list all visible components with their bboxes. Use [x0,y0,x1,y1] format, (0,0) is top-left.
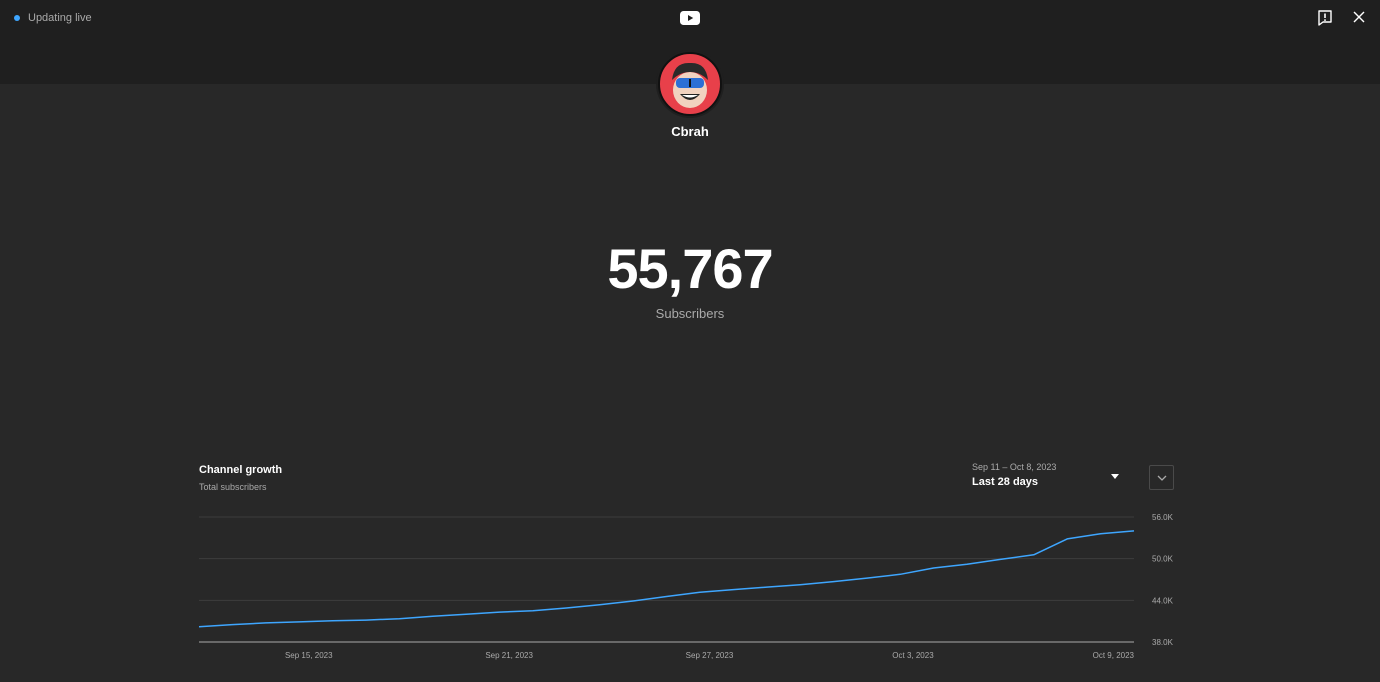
live-status-text: Updating live [28,12,92,24]
live-indicator-dot [14,15,20,21]
chart-subtitle: Total subscribers [199,482,267,492]
x-tick-label: Oct 9, 2023 [1093,651,1135,660]
x-tick-label: Sep 15, 2023 [285,651,333,660]
avatar-image [658,52,722,116]
chart-title: Channel growth [199,464,283,476]
x-tick-label: Sep 21, 2023 [485,651,533,660]
x-tick-label: Oct 3, 2023 [892,651,934,660]
y-tick-label: 50.0K [1152,555,1174,564]
close-icon[interactable] [1350,8,1368,26]
subscriber-count: 55,767 [607,237,773,300]
subscriber-label: Subscribers [655,306,725,321]
chevron-down-icon [1157,475,1166,481]
live-status: Updating live [14,12,92,24]
y-tick-label: 44.0K [1152,596,1174,605]
feedback-icon[interactable] [1316,9,1334,27]
channel-growth-chart: 38.0K 44.0K 50.0K 56.0K Sep 15, 2023 Sep 21, … [198,513,1174,660]
period-label: Last 28 days [972,476,1039,488]
channel-name: Cbrah [671,124,709,139]
channel-avatar [656,50,724,118]
caret-down-icon [1111,474,1119,479]
y-tick-label: 56.0K [1152,513,1174,522]
x-tick-label: Sep 27, 2023 [686,651,734,660]
date-range-text: Sep 11 – Oct 8, 2023 [972,462,1057,472]
subscriber-series-line [198,530,1135,628]
expand-chart-button[interactable] [1149,465,1174,490]
y-tick-label: 38.0K [1152,638,1174,647]
youtube-logo-icon [680,11,700,25]
date-range-dropdown[interactable]: Sep 11 – Oct 8, 2023 Last 28 days [972,462,1122,494]
